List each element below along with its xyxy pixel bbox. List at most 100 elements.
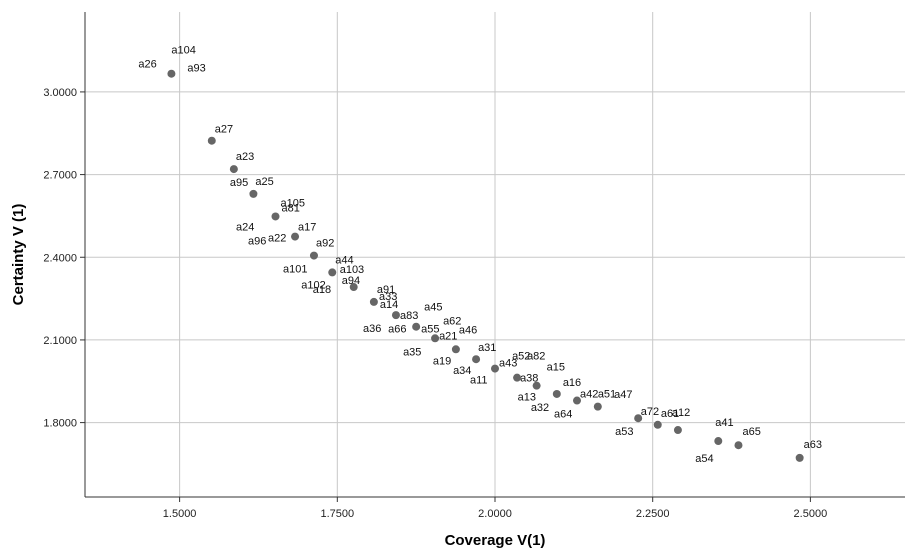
y-tick-label: 2.1000 — [43, 335, 77, 347]
x-axis-title: Coverage V(1) — [445, 532, 546, 549]
point-label: a82 — [527, 351, 545, 363]
data-point — [673, 426, 682, 435]
point-label: a92 — [316, 238, 334, 250]
data-point — [593, 402, 602, 411]
point-label: a65 — [742, 426, 760, 438]
point-label: a51 — [598, 389, 616, 401]
x-tick-label: 2.2500 — [636, 508, 670, 520]
point-label: a16 — [563, 377, 581, 389]
point-label: a14 — [380, 299, 398, 311]
y-axis-title: Certainty V (1) — [10, 204, 27, 306]
point-label: a103 — [340, 264, 364, 276]
point-label: a62 — [443, 315, 461, 327]
data-point — [271, 212, 280, 221]
point-label: a95 — [230, 177, 248, 189]
x-tick-label: 2.0000 — [478, 508, 512, 520]
point-label: a21 — [439, 330, 457, 342]
point-label: a27 — [215, 124, 233, 136]
data-point — [167, 69, 176, 78]
y-tick-label: 2.4000 — [43, 252, 77, 264]
point-label: a94 — [342, 275, 360, 287]
point-label: a26 — [138, 59, 156, 71]
point-label: a33 — [379, 291, 397, 303]
point-label: a53 — [615, 426, 633, 438]
point-label: a104 — [171, 45, 195, 57]
data-point — [207, 136, 216, 145]
point-label: a64 — [554, 409, 572, 421]
point-label: a12 — [672, 407, 690, 419]
data-point — [451, 345, 460, 354]
point-label: a22 — [268, 233, 286, 245]
point-label: a15 — [547, 362, 565, 374]
point-label: a25 — [255, 176, 273, 188]
point-label: a43 — [499, 358, 517, 370]
data-point — [552, 389, 561, 398]
point-label: a55 — [421, 324, 439, 336]
point-label: a52 — [512, 351, 530, 363]
point-label: a101 — [283, 264, 307, 276]
point-label: a38 — [520, 373, 538, 385]
point-label: a31 — [478, 342, 496, 354]
data-point — [513, 373, 522, 382]
data-point — [532, 381, 541, 390]
point-label: a42 — [580, 389, 598, 401]
data-point — [634, 414, 643, 423]
point-label: a102 — [301, 279, 325, 291]
point-label: a54 — [695, 453, 713, 465]
point-label: a18 — [313, 284, 331, 296]
y-tick-label: 2.7000 — [43, 170, 77, 182]
point-label: a17 — [298, 222, 316, 234]
point-label: a47 — [614, 389, 632, 401]
point-label: a96 — [248, 236, 266, 248]
point-label: a13 — [518, 392, 536, 404]
data-point — [349, 283, 358, 292]
data-point — [249, 189, 258, 198]
data-points — [167, 69, 804, 462]
point-label: a91 — [377, 284, 395, 296]
data-point — [431, 334, 440, 343]
data-point — [291, 232, 300, 241]
y-tick-label: 1.8000 — [43, 418, 77, 430]
data-point — [734, 441, 743, 450]
point-label: a46 — [459, 324, 477, 336]
point-label: a23 — [236, 151, 254, 163]
point-label: a45 — [424, 302, 442, 314]
data-point — [229, 165, 238, 174]
data-point — [369, 297, 378, 306]
data-point — [328, 268, 337, 277]
point-label: a32 — [531, 402, 549, 414]
grid-lines — [85, 12, 905, 497]
data-point — [472, 355, 481, 364]
point-label: a61 — [661, 408, 679, 420]
point-label: a63 — [804, 439, 822, 451]
point-label: a36 — [363, 323, 381, 335]
point-label: a66 — [388, 324, 406, 336]
point-label: a93 — [187, 63, 205, 75]
point-label: a35 — [403, 346, 421, 358]
point-label: a105 — [280, 197, 304, 209]
point-label: a44 — [335, 254, 353, 266]
x-tick-label: 1.5000 — [163, 508, 197, 520]
x-tick-labels: 1.5000 1.7500 2.0000 2.2500 2.5000 — [163, 508, 827, 520]
data-point — [309, 251, 318, 260]
y-tick-labels: 1.8000 2.1000 2.4000 2.7000 3.0000 — [43, 87, 77, 430]
point-label: a24 — [236, 222, 254, 234]
data-point — [795, 453, 804, 462]
point-label: a81 — [281, 202, 299, 214]
data-point — [653, 420, 662, 429]
data-point — [714, 437, 723, 446]
y-tick-label: 3.0000 — [43, 87, 77, 99]
x-tick-label: 1.7500 — [320, 508, 354, 520]
data-point — [412, 322, 421, 331]
data-point — [491, 364, 499, 373]
point-label: a72 — [641, 406, 659, 418]
axes — [80, 12, 905, 502]
point-label: a11 — [470, 375, 488, 387]
point-label: a19 — [433, 355, 451, 367]
data-point — [573, 396, 581, 405]
x-tick-label: 2.5000 — [794, 508, 828, 520]
data-point — [391, 311, 400, 320]
point-label: a83 — [400, 310, 418, 322]
